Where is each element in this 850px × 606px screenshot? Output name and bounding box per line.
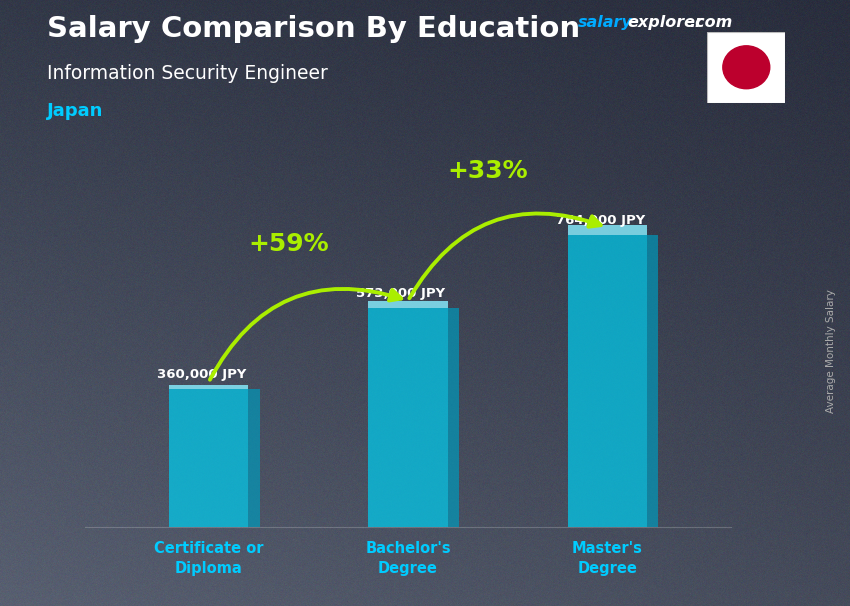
- Bar: [448, 308, 459, 527]
- Circle shape: [722, 46, 770, 88]
- Bar: [568, 225, 647, 235]
- Text: Information Security Engineer: Information Security Engineer: [47, 64, 327, 82]
- Text: .com: .com: [689, 15, 733, 30]
- Bar: [169, 385, 248, 390]
- Bar: [647, 235, 659, 527]
- Text: salary: salary: [578, 15, 632, 30]
- Bar: [169, 390, 248, 527]
- Text: +33%: +33%: [447, 159, 528, 183]
- Text: +59%: +59%: [248, 232, 329, 256]
- Text: Average Monthly Salary: Average Monthly Salary: [826, 290, 836, 413]
- Text: Japan: Japan: [47, 102, 103, 120]
- Text: Salary Comparison By Education: Salary Comparison By Education: [47, 15, 580, 43]
- Text: 764,000 JPY: 764,000 JPY: [556, 214, 645, 227]
- Bar: [568, 235, 647, 527]
- Bar: [248, 390, 259, 527]
- Text: 573,000 JPY: 573,000 JPY: [356, 287, 445, 300]
- Bar: [368, 308, 448, 527]
- Text: 360,000 JPY: 360,000 JPY: [156, 368, 246, 381]
- Bar: [368, 301, 448, 308]
- Text: explorer: explorer: [627, 15, 703, 30]
